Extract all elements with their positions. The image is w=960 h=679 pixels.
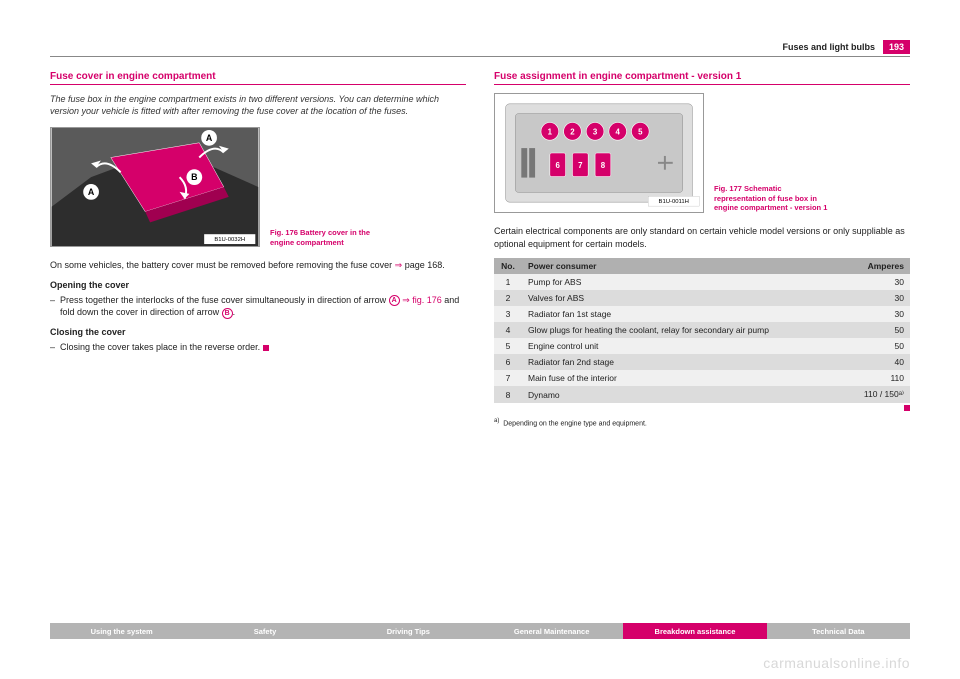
nav-tab[interactable]: Breakdown assistance: [623, 623, 766, 639]
figure-177: 1 2 3 4 5 6 7 8: [494, 93, 704, 213]
text-span: page 168.: [402, 260, 445, 270]
end-marker: [263, 345, 269, 351]
table-cell: Glow plugs for heating the coolant, rela…: [522, 322, 844, 338]
table-row: 6Radiator fan 2nd stage40: [494, 354, 910, 370]
bottom-nav: Using the systemSafetyDriving TipsGenera…: [50, 623, 910, 639]
svg-text:5: 5: [638, 127, 643, 136]
table-cell: Main fuse of the interior: [522, 370, 844, 386]
table-cell: 4: [494, 322, 522, 338]
table-row: 3Radiator fan 1st stage30: [494, 306, 910, 322]
end-marker: [904, 405, 910, 411]
right-section-title: Fuse assignment in engine compartment - …: [494, 71, 910, 85]
svg-text:6: 6: [556, 161, 561, 170]
svg-text:4: 4: [615, 127, 620, 136]
table-cell: Radiator fan 1st stage: [522, 306, 844, 322]
nav-tab[interactable]: Driving Tips: [337, 623, 480, 639]
table-cell: Radiator fan 2nd stage: [522, 354, 844, 370]
table-cell: 1: [494, 274, 522, 290]
svg-text:7: 7: [578, 161, 583, 170]
table-cell: 110: [844, 370, 910, 386]
fig177-caption: Fig. 177 Schematic representation of fus…: [714, 184, 834, 213]
table-row: 5Engine control unit50: [494, 338, 910, 354]
table-cell: 40: [844, 354, 910, 370]
table-cell: 3: [494, 306, 522, 322]
fig-ref-text: fig. 176: [410, 295, 442, 305]
table-row: 8Dynamo110 / 150ᵃ⁾: [494, 386, 910, 403]
svg-text:3: 3: [593, 127, 598, 136]
table-cell: 50: [844, 322, 910, 338]
table-cell: Dynamo: [522, 386, 844, 403]
table-cell: 50: [844, 338, 910, 354]
text-span: .: [233, 307, 236, 317]
svg-text:8: 8: [601, 161, 606, 170]
right-intro: Certain electrical components are only s…: [494, 225, 910, 250]
table-row: 7Main fuse of the interior110: [494, 370, 910, 386]
label-b: B: [222, 308, 233, 319]
text-span: On some vehicles, the battery cover must…: [50, 260, 395, 270]
table-cell: Valves for ABS: [522, 290, 844, 306]
svg-text:1: 1: [548, 127, 553, 136]
th-consumer: Power consumer: [522, 258, 844, 274]
svg-text:A: A: [88, 187, 95, 197]
nav-tab[interactable]: Technical Data: [767, 623, 910, 639]
figure-176: A A B B1U-0032H: [50, 127, 260, 247]
text-span: Closing the cover takes place in the rev…: [60, 342, 260, 352]
table-cell: 2: [494, 290, 522, 306]
nav-tab[interactable]: General Maintenance: [480, 623, 623, 639]
left-column: Fuse cover in engine compartment The fus…: [50, 71, 466, 428]
table-cell: 30: [844, 290, 910, 306]
table-cell: 110 / 150ᵃ⁾: [844, 386, 910, 403]
footnote: a) Depending on the engine type and equi…: [494, 418, 910, 427]
th-amperes: Amperes: [844, 258, 910, 274]
svg-text:A: A: [206, 133, 213, 143]
left-section-title: Fuse cover in engine compartment: [50, 71, 466, 85]
svg-text:2: 2: [570, 127, 575, 136]
header-section: Fuses and light bulbs: [782, 42, 875, 52]
th-no: No.: [494, 258, 522, 274]
table-cell: 30: [844, 274, 910, 290]
table-cell: 5: [494, 338, 522, 354]
svg-text:B1U-0011H: B1U-0011H: [659, 199, 689, 205]
table-cell: Engine control unit: [522, 338, 844, 354]
page-number: 193: [883, 40, 910, 54]
fig176-caption: Fig. 176 Battery cover in the engine com…: [270, 228, 390, 248]
table-row: 2Valves for ABS30: [494, 290, 910, 306]
svg-text:B: B: [191, 172, 197, 182]
footnote-text: Depending on the engine type and equipme…: [503, 421, 647, 428]
text-span: Press together the interlocks of the fus…: [60, 295, 389, 305]
left-intro: The fuse box in the engine compartment e…: [50, 93, 466, 117]
left-subheading-opening: Opening the cover: [50, 280, 466, 290]
table-cell: 7: [494, 370, 522, 386]
nav-tab[interactable]: Safety: [193, 623, 336, 639]
nav-tab[interactable]: Using the system: [50, 623, 193, 639]
table-row: 1Pump for ABS30: [494, 274, 910, 290]
bullet-close: Closing the cover takes place in the rev…: [50, 341, 466, 354]
table-cell: Pump for ABS: [522, 274, 844, 290]
fig176-code: B1U-0032H: [214, 237, 245, 243]
bullet-open: Press together the interlocks of the fus…: [50, 294, 466, 319]
arrow-glyph: ⇒: [402, 295, 410, 305]
left-subheading-closing: Closing the cover: [50, 327, 466, 337]
left-p1: On some vehicles, the battery cover must…: [50, 259, 466, 272]
table-cell: 30: [844, 306, 910, 322]
footnote-label: a): [494, 418, 499, 424]
label-a: A: [389, 295, 400, 306]
page-header: Fuses and light bulbs 193: [50, 40, 910, 57]
watermark: carmanualsonline.info: [763, 655, 910, 671]
table-cell: 8: [494, 386, 522, 403]
table-cell: 6: [494, 354, 522, 370]
fuse-table: No. Power consumer Amperes 1Pump for ABS…: [494, 258, 910, 403]
right-column: Fuse assignment in engine compartment - …: [494, 71, 910, 428]
table-row: 4Glow plugs for heating the coolant, rel…: [494, 322, 910, 338]
